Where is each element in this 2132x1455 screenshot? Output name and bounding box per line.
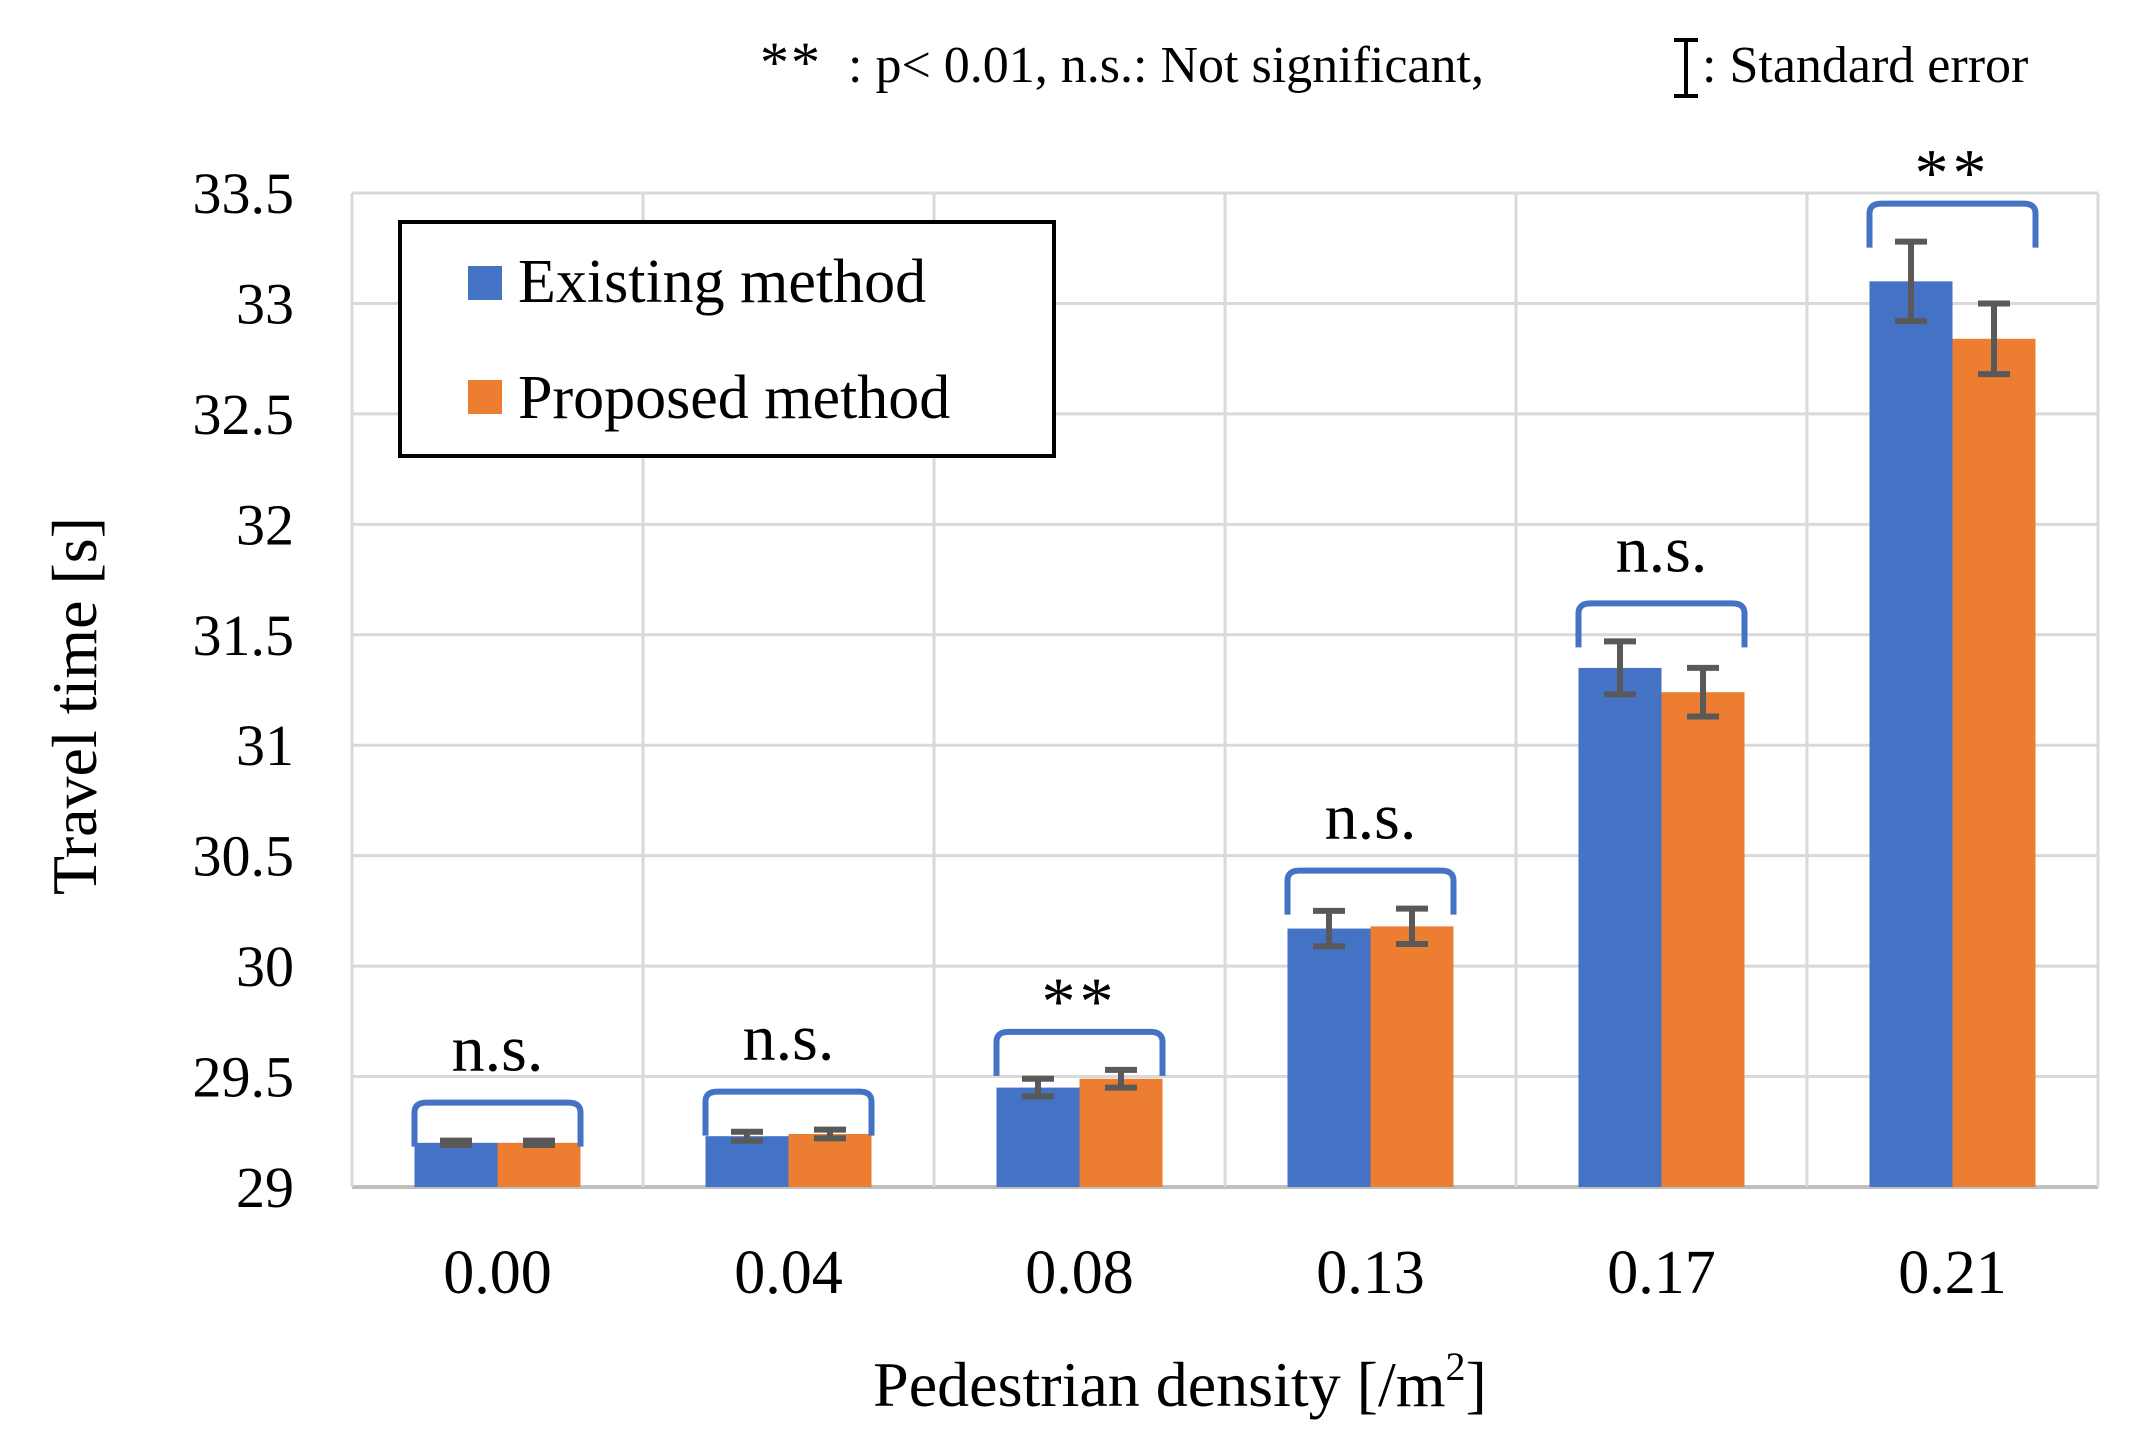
legend-box <box>398 220 1056 458</box>
bar-proposed <box>1370 926 1454 1187</box>
significance-label: n.s. <box>1616 513 1708 586</box>
significance-label: ** <box>1042 963 1118 1039</box>
y-tick-label: 31.5 <box>193 603 295 668</box>
x-axis-label: Pedestrian density [/m2] <box>873 1344 1487 1420</box>
x-tick-label: 0.00 <box>443 1239 552 1307</box>
significance-bracket <box>411 1099 584 1147</box>
bar-proposed <box>1079 1078 1163 1187</box>
bar-proposed <box>497 1142 581 1187</box>
significance-bracket <box>1575 600 1748 648</box>
legend-swatch-proposed <box>468 380 502 414</box>
significance-bracket <box>1284 867 1457 915</box>
bar-existing <box>705 1136 789 1187</box>
x-tick-label: 0.13 <box>1316 1239 1425 1307</box>
error-bar-key-icon <box>1674 38 1698 98</box>
key-stars: ** <box>760 30 822 95</box>
y-tick-label: 32.5 <box>193 382 295 447</box>
bars-group <box>414 281 2036 1188</box>
y-axis-label: Travel time [s] <box>39 517 110 895</box>
significance-label: n.s. <box>743 1002 835 1075</box>
x-axis-label-close: ] <box>1466 1349 1487 1420</box>
bar-existing <box>996 1087 1080 1187</box>
bar-existing <box>1869 281 1953 1187</box>
y-tick-label: 29.5 <box>193 1045 295 1110</box>
y-tick-label: 33.5 <box>193 161 295 226</box>
legend-label-existing: Existing method <box>518 248 926 316</box>
error-bars-group <box>440 238 2010 1149</box>
x-axis-label-main: Pedestrian density [/m <box>873 1349 1445 1420</box>
y-tick-label: 30 <box>236 934 294 999</box>
significance-brackets-group: n.s. n.s. ** n.s. n.s. ** <box>411 135 2039 1147</box>
bar-proposed <box>1952 338 2036 1188</box>
significance-bracket <box>702 1088 875 1136</box>
bar-existing <box>414 1142 498 1187</box>
x-tick-label: 0.17 <box>1607 1239 1716 1307</box>
key-significance-text: : p< 0.01, n.s.: Not significant, <box>848 37 1484 94</box>
y-tick-label: 33 <box>236 271 294 336</box>
y-tick-labels: 29 29.5 30 30.5 31 31.5 32 32.5 33 33.5 <box>193 161 295 1220</box>
bar-proposed <box>788 1133 872 1187</box>
x-tick-labels: 0.00 0.04 0.08 0.13 0.17 0.21 <box>443 1239 2007 1307</box>
x-axis-label-sup: 2 <box>1446 1344 1466 1389</box>
x-tick-label: 0.21 <box>1898 1239 2007 1307</box>
x-tick-label: 0.08 <box>1025 1239 1134 1307</box>
key-error-text: : Standard error <box>1702 37 2028 94</box>
bar-proposed <box>1661 692 1745 1187</box>
bar-existing <box>1287 928 1371 1187</box>
significance-key: ** : p< 0.01, n.s.: Not significant, : S… <box>760 30 2028 98</box>
x-tick-label: 0.04 <box>734 1239 843 1307</box>
bar-existing <box>1578 667 1662 1187</box>
significance-label: n.s. <box>1325 781 1417 854</box>
significance-label: ** <box>1915 135 1991 211</box>
y-tick-label: 29 <box>236 1155 294 1220</box>
significance-label: n.s. <box>452 1013 544 1086</box>
legend: Existing method Proposed method <box>398 220 1056 458</box>
y-tick-label: 30.5 <box>193 824 295 889</box>
y-tick-label: 31 <box>236 713 294 778</box>
legend-label-proposed: Proposed method <box>518 364 950 432</box>
legend-swatch-existing <box>468 266 502 300</box>
y-tick-label: 32 <box>236 492 294 557</box>
significance-bracket <box>1866 200 2039 248</box>
significance-bracket <box>993 1028 1166 1076</box>
